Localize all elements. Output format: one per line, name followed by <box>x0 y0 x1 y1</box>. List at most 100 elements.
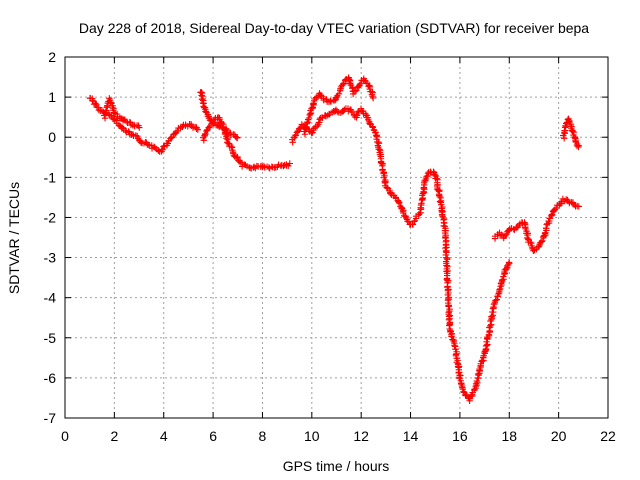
x-tick-label: 20 <box>551 428 567 444</box>
data-point <box>345 76 353 83</box>
data-point <box>502 265 510 273</box>
data-point <box>365 82 372 90</box>
data-point <box>395 199 403 207</box>
data-point <box>286 160 293 167</box>
data-point <box>366 120 373 127</box>
data-point <box>203 127 210 135</box>
data-point <box>534 243 542 251</box>
series-arc-f <box>301 74 377 138</box>
data-point <box>387 190 394 197</box>
data-point <box>495 290 502 298</box>
data-point <box>174 127 181 135</box>
data-point <box>209 119 217 127</box>
data-point <box>548 211 556 218</box>
y-tick-label: 2 <box>48 49 56 65</box>
data-point <box>487 317 494 325</box>
data-point <box>527 238 534 246</box>
y-tick-label: 1 <box>48 89 56 105</box>
series-arc-d <box>199 114 293 172</box>
y-tick-label: -4 <box>44 290 57 306</box>
data-point <box>488 313 495 320</box>
data-point <box>155 147 162 154</box>
data-point <box>101 115 109 122</box>
data-point <box>296 125 303 133</box>
data-point <box>351 88 358 95</box>
data-point <box>472 380 480 387</box>
data-point <box>575 203 583 210</box>
data-point <box>167 135 174 142</box>
data-point <box>335 90 343 98</box>
data-point <box>445 303 452 310</box>
data-point <box>301 131 309 138</box>
data-point <box>369 94 377 102</box>
data-point <box>302 123 310 131</box>
grid-lines <box>65 57 608 418</box>
data-point <box>341 106 348 113</box>
data-point <box>305 114 313 122</box>
data-point <box>436 198 444 205</box>
data-point <box>333 108 341 115</box>
data-point <box>92 100 99 107</box>
x-tick-label: 6 <box>209 428 217 444</box>
x-tick-label: 22 <box>600 428 616 444</box>
data-point <box>260 162 268 170</box>
data-point <box>308 105 315 112</box>
plot-frame <box>64 56 609 419</box>
data-points <box>86 74 583 404</box>
x-tick-label: 2 <box>110 428 118 444</box>
data-point <box>151 144 159 151</box>
y-tick-label: -3 <box>44 250 57 266</box>
data-point <box>353 112 361 119</box>
data-point <box>201 131 209 138</box>
x-tick-labels: 0 2 4 6 8 10 12 14 16 18 20 22 <box>61 428 616 444</box>
x-tick-label: 14 <box>403 428 419 444</box>
data-point <box>172 129 180 136</box>
data-point <box>561 127 568 134</box>
data-point <box>496 286 503 293</box>
data-point <box>553 204 560 212</box>
data-point <box>122 127 129 134</box>
x-tick-label: 8 <box>259 428 267 444</box>
y-tick-label: -7 <box>44 410 57 426</box>
data-point <box>368 91 376 98</box>
data-point <box>538 238 546 245</box>
series-arc-i <box>560 115 582 151</box>
data-point <box>505 259 513 266</box>
data-point <box>205 124 213 131</box>
x-tick-label: 16 <box>452 428 468 444</box>
data-point <box>560 135 568 142</box>
data-point <box>445 295 453 303</box>
data-point <box>493 296 501 303</box>
data-point <box>443 276 450 283</box>
data-point <box>298 121 306 128</box>
series-arc-a <box>86 94 202 155</box>
data-point <box>421 177 428 185</box>
data-point <box>424 172 431 180</box>
data-point <box>502 232 509 239</box>
x-tick-label: 18 <box>501 428 517 444</box>
data-point <box>471 386 478 393</box>
data-point <box>228 143 235 150</box>
y-tick-label: -1 <box>44 169 57 185</box>
data-point <box>571 201 578 209</box>
data-point <box>492 297 499 304</box>
data-point <box>317 91 325 99</box>
y-tick-labels: -7 -6 -5 -4 -3 -2 -1 0 1 2 <box>44 49 57 426</box>
y-axis-label: SDTVAR / TECUs <box>6 182 22 294</box>
data-point <box>547 212 555 220</box>
data-point <box>340 80 347 88</box>
series-arc-h <box>491 195 583 254</box>
data-point <box>126 118 134 126</box>
data-point <box>218 119 225 127</box>
data-point <box>503 231 510 238</box>
data-point <box>400 209 407 217</box>
data-point <box>474 370 482 378</box>
data-point <box>136 124 143 131</box>
data-point <box>515 221 523 229</box>
y-tick-label: -6 <box>44 370 57 386</box>
x-tick-label: 10 <box>304 428 320 444</box>
data-point <box>119 124 126 131</box>
y-tick-label: 0 <box>48 129 56 145</box>
data-point <box>293 129 301 136</box>
